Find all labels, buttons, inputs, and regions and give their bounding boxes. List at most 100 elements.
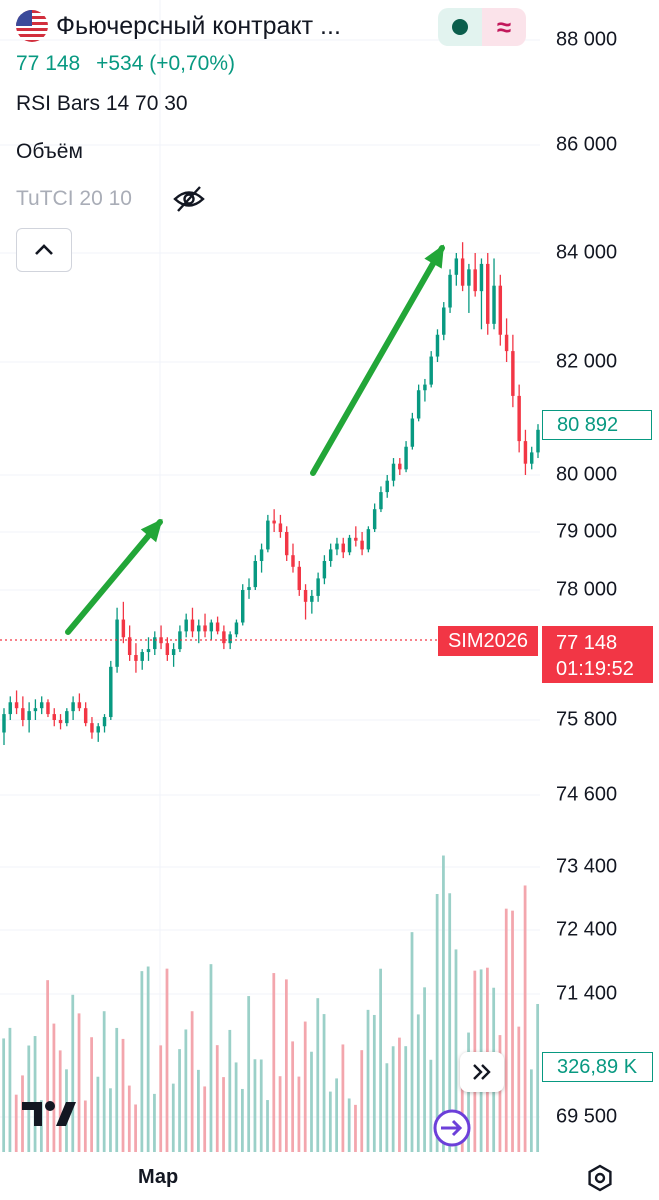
volume-bar [27, 1045, 31, 1152]
candle-body [247, 587, 251, 590]
candle-body [127, 637, 132, 655]
indicator-volume[interactable]: Объём [16, 140, 83, 163]
scroll-to-realtime-button[interactable] [460, 1052, 504, 1092]
last-visible-price-tag: 80 892 [542, 410, 652, 440]
volume-bar [316, 998, 320, 1152]
annotation-arrow[interactable] [310, 245, 445, 476]
candle-body [215, 622, 220, 632]
indicator-rsi-bars[interactable]: RSI Bars 14 70 30 [16, 92, 188, 115]
candle-body [96, 726, 100, 733]
candle-body [479, 263, 484, 292]
volume-bar [391, 1046, 395, 1152]
volume-bar [335, 1078, 339, 1152]
candle-body [529, 452, 534, 464]
candle-body [511, 351, 515, 396]
annotation-arrow[interactable] [65, 519, 163, 635]
candle-body [460, 258, 465, 286]
volume-bar [14, 1094, 18, 1152]
price-axis-label: 74 600 [556, 783, 618, 806]
candle-body [278, 523, 283, 532]
candle-body [58, 720, 63, 724]
candle-body [473, 269, 477, 292]
price-axis-label: 73 400 [556, 855, 618, 878]
market-status-toggle[interactable]: ≈ [438, 8, 526, 46]
volume-bar [134, 1104, 137, 1152]
volume-bar [203, 1086, 207, 1152]
candle-body [398, 463, 402, 470]
candle-body [467, 269, 471, 286]
tradingview-logo[interactable] [20, 1096, 78, 1130]
settings-icon[interactable] [586, 1164, 614, 1192]
volume-bar [328, 1091, 332, 1152]
candle-body [2, 714, 6, 733]
volume-bar [398, 1037, 401, 1152]
candle-body [171, 649, 176, 655]
candle-body [416, 390, 421, 419]
delayed-data-icon[interactable]: ≈ [482, 8, 526, 46]
candle-body [379, 492, 383, 510]
volume-bar [435, 893, 439, 1152]
volume-bar [379, 968, 382, 1152]
us-flag-icon [16, 10, 48, 42]
candle-body [21, 708, 25, 720]
volume-bar [241, 1088, 244, 1152]
price-axis-label: 71 400 [556, 982, 618, 1005]
candle-body [77, 702, 82, 709]
candle-body [504, 334, 509, 352]
volume-bar [197, 1069, 200, 1152]
volume-bar [454, 949, 458, 1152]
volume-bar [190, 1011, 194, 1152]
volume-bar [272, 973, 276, 1152]
candle-body [209, 622, 214, 632]
volume-bar [234, 1062, 238, 1152]
volume-bar [2, 1038, 6, 1152]
candle-body [372, 509, 377, 530]
replay-icon[interactable] [432, 1108, 472, 1148]
candle-body [517, 395, 521, 442]
volume-bar [536, 1003, 540, 1152]
last-price: 77 148 [16, 52, 81, 75]
candle-body [442, 307, 446, 335]
volume-bar [429, 1059, 433, 1152]
eye-off-icon[interactable] [172, 184, 206, 214]
candle-body [102, 717, 107, 727]
candle-body [316, 578, 320, 596]
price-axis-label: 86 000 [556, 133, 618, 156]
collapse-legend-button[interactable] [16, 228, 72, 272]
candle-body [284, 532, 289, 556]
volume-bar [209, 964, 213, 1152]
candle-body [222, 631, 226, 644]
volume-bar [253, 1059, 257, 1152]
volume-bar [266, 1100, 269, 1152]
candle-body [498, 285, 503, 335]
volume-bar [372, 1014, 376, 1152]
candle-body [8, 702, 13, 715]
volume-bar [448, 893, 452, 1152]
chevron-up-icon [35, 244, 53, 255]
candle-body [297, 566, 301, 590]
candle-body [385, 480, 389, 493]
candle-body [65, 711, 69, 724]
symbol-tag: SIM2026 [438, 626, 538, 656]
price-change: +534 (+0,70%) [96, 52, 236, 75]
volume-bar [146, 966, 150, 1152]
indicator-tutci[interactable]: TuTCI 20 10 [16, 187, 132, 210]
volume-bar [310, 1051, 313, 1152]
symbol-title[interactable]: Фьючерсный контракт ... [56, 12, 341, 40]
volume-bar [410, 932, 414, 1152]
last-price-tag: 77 148 01:19:52 [542, 626, 653, 683]
price-change-line: 77 148 +534 (+0,70%) [16, 52, 245, 76]
volume-bar [504, 908, 508, 1152]
market-open-indicator[interactable] [438, 8, 482, 46]
volume-bar [341, 1044, 345, 1152]
status-dot-icon [452, 19, 468, 35]
price-axis-label: 82 000 [556, 350, 618, 373]
candle-body [435, 334, 440, 357]
volume-bar [460, 1069, 464, 1152]
candle-body [310, 595, 314, 602]
volume-bar [297, 1076, 301, 1152]
candle-body [486, 263, 490, 324]
candle-body [90, 723, 94, 733]
candle-body [153, 637, 157, 650]
